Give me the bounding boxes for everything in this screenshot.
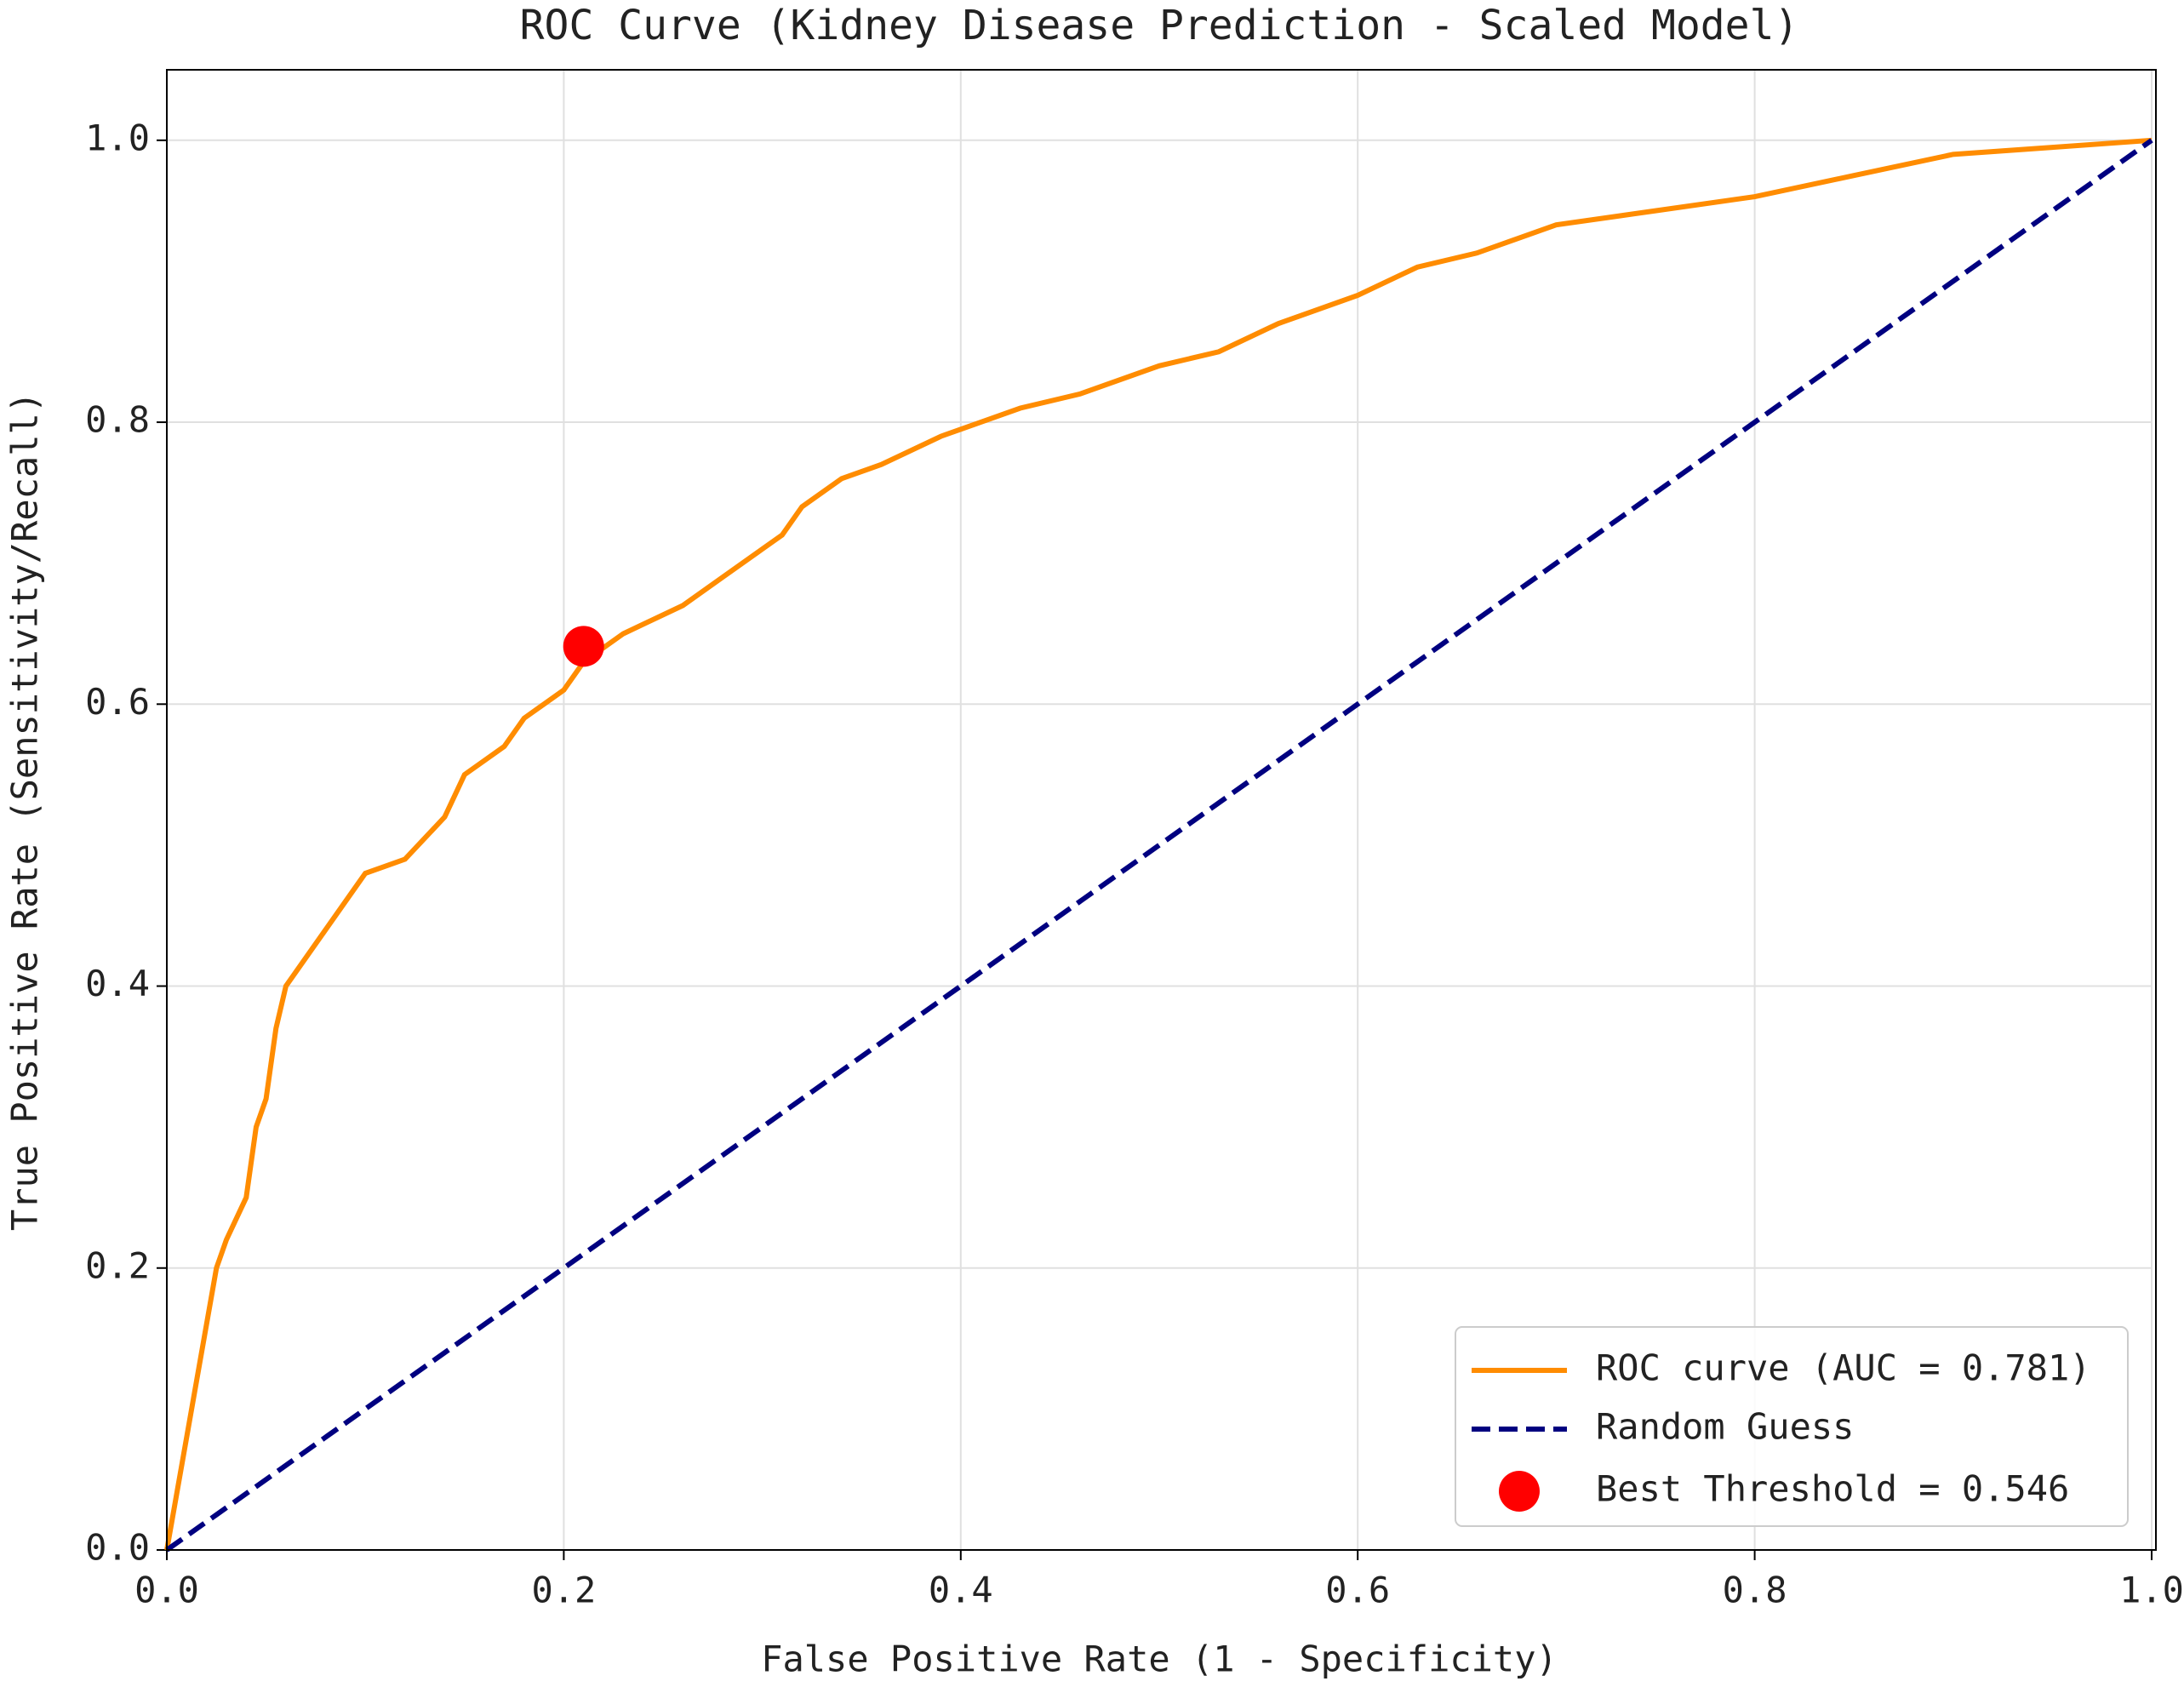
best-point	[563, 626, 604, 667]
chart-title: ROC Curve (Kidney Disease Prediction - S…	[520, 2, 1799, 49]
y-tick-label: 0.2	[85, 1244, 150, 1286]
line-series	[165, 138, 2153, 1553]
y-tick-label: 0.4	[85, 963, 150, 1004]
x-axis-label: False Positive Rate (1 - Specificity)	[761, 1638, 1558, 1680]
y-tick-label: 0.0	[85, 1527, 150, 1569]
x-tick-label: 0.6	[1325, 1570, 1390, 1611]
x-tick-label: 0.2	[531, 1570, 596, 1611]
y-axis-label: True Positive Rate (Sensitivity/Recall)	[4, 392, 46, 1231]
y-tick-label: 0.6	[85, 681, 150, 723]
legend-label: Best Threshold = 0.546	[1596, 1468, 2069, 1510]
x-tick-label: 0.0	[134, 1570, 199, 1611]
x-tick-label: 0.8	[1723, 1570, 1787, 1611]
legend-label: ROC curve (AUC = 0.781)	[1596, 1347, 2091, 1389]
x-tick-label: 1.0	[2119, 1570, 2184, 1611]
legend-marker	[1499, 1471, 1540, 1512]
plot-frame	[166, 69, 2157, 1551]
legend-label: Random Guess	[1596, 1406, 1854, 1448]
line-series	[164, 137, 2153, 1551]
y-tick-label: 0.8	[85, 399, 150, 441]
x-tick-label: 0.4	[929, 1570, 993, 1611]
y-tick-label: 1.0	[85, 117, 150, 158]
legend-box	[1455, 1326, 2129, 1527]
